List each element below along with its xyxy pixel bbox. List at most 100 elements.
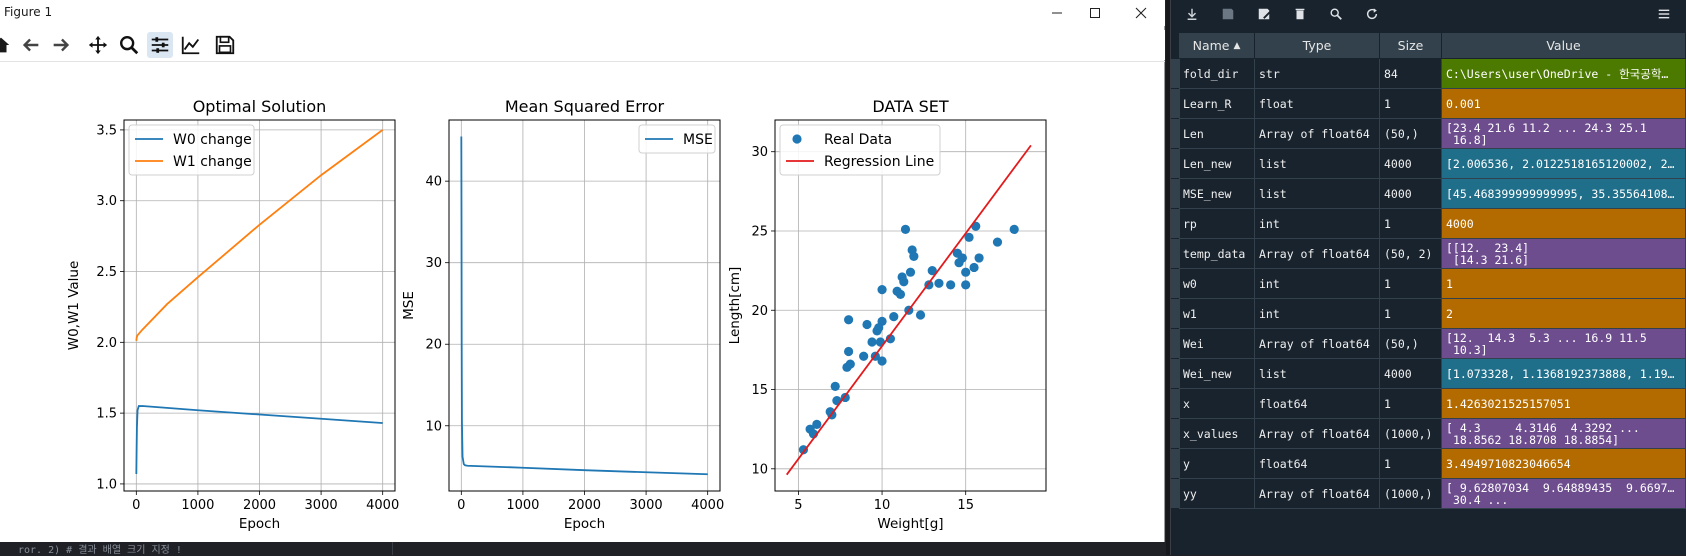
- chart-title: Mean Squared Error: [505, 97, 665, 116]
- column-header-type[interactable]: Type: [1255, 33, 1380, 58]
- row-header[interactable]: [1171, 179, 1180, 209]
- row-header[interactable]: [1171, 419, 1180, 449]
- row-header[interactable]: [1171, 59, 1180, 89]
- scatter-point: [899, 277, 909, 287]
- variable-row[interactable]: rp int 1 4000: [1171, 209, 1686, 239]
- scatter-point: [974, 253, 984, 263]
- row-header[interactable]: [1171, 359, 1180, 389]
- back-button[interactable]: [18, 32, 44, 58]
- column-header-value[interactable]: Value: [1442, 33, 1686, 58]
- pan-icon: [88, 35, 108, 55]
- remove-all-button[interactable]: [1289, 3, 1311, 25]
- save-data-button[interactable]: [1217, 3, 1239, 25]
- chart-title: DATA SET: [872, 97, 949, 116]
- variable-row[interactable]: Len_new list 4000 [2.006536, 2.012251816512…: [1171, 149, 1686, 179]
- row-header[interactable]: [1171, 119, 1180, 149]
- row-header[interactable]: [1171, 239, 1180, 269]
- legend-label: Regression Line: [824, 154, 934, 170]
- variable-type: list: [1255, 149, 1380, 179]
- row-header[interactable]: [1171, 389, 1180, 419]
- variable-type: Array of float64: [1255, 239, 1380, 269]
- toolbar-separator: [0, 61, 1165, 62]
- row-header[interactable]: [1171, 209, 1180, 239]
- variable-type: Array of float64: [1255, 479, 1380, 509]
- variable-size: 4000: [1380, 179, 1442, 209]
- variable-row[interactable]: temp_data Array of float64 (50, 2) [[12. 23…: [1171, 239, 1686, 269]
- x-tick-label: 4000: [366, 498, 399, 513]
- scatter-point: [889, 311, 899, 322]
- search-button[interactable]: [1325, 3, 1347, 25]
- maximize-button[interactable]: [1078, 0, 1112, 26]
- row-header[interactable]: [1171, 449, 1180, 479]
- column-header-size[interactable]: Size: [1380, 33, 1442, 58]
- variable-name: x: [1179, 389, 1255, 419]
- edit-axis-button[interactable]: [178, 32, 204, 58]
- variable-row[interactable]: Wei Array of float64 (50,) [12. 14.3 5.3 ..…: [1171, 329, 1686, 359]
- column-header-name[interactable]: Name ▲: [1179, 33, 1255, 58]
- series-line: [460, 136, 708, 476]
- variable-row[interactable]: w0 int 1 1: [1171, 269, 1686, 299]
- variable-value: [12. 14.3 5.3 ... 16.9 11.5 10.3]: [1442, 329, 1686, 359]
- row-header[interactable]: [1171, 149, 1180, 179]
- scatter-point: [895, 289, 906, 300]
- x-axis-label: Weight[g]: [877, 516, 943, 532]
- variable-row[interactable]: MSE_new list 4000 [45.468399999999995, 35.3…: [1171, 179, 1686, 209]
- row-header[interactable]: [1171, 89, 1180, 119]
- maximize-icon: [1090, 8, 1100, 18]
- scatter-point: [812, 419, 822, 430]
- variable-row[interactable]: y float64 1 3.4949710823046654: [1171, 449, 1686, 479]
- minimize-button[interactable]: [1040, 0, 1074, 26]
- row-header[interactable]: [1171, 299, 1180, 329]
- variable-value: 1: [1442, 269, 1686, 299]
- variable-value: C:\Users\user\OneDrive - 한국공학…: [1442, 59, 1686, 89]
- forward-button[interactable]: [48, 32, 74, 58]
- variable-row[interactable]: yy Array of float64 (1000,)[ 9.62807034 9.…: [1171, 479, 1686, 509]
- save-as-button[interactable]: [1253, 3, 1275, 25]
- variable-row[interactable]: Wei_new list 4000 [1.073328, 1.136819237388…: [1171, 359, 1686, 389]
- scatter-point: [927, 266, 937, 276]
- variable-row[interactable]: x_values Array of float64 (1000,)[ 4.3 4.3…: [1171, 419, 1686, 449]
- row-header[interactable]: [1171, 269, 1180, 299]
- row-header[interactable]: [1171, 479, 1180, 509]
- configure-subplots-button[interactable]: [147, 32, 173, 58]
- y-tick-label: 25: [751, 224, 768, 239]
- y-tick-label: 20: [425, 338, 442, 353]
- pan-button[interactable]: [85, 32, 111, 58]
- zoom-button[interactable]: [116, 32, 142, 58]
- x-tick-label: 10: [874, 498, 891, 513]
- scatter-point: [877, 285, 887, 295]
- x-tick-label: 3000: [630, 498, 663, 513]
- sort-ascending-icon: ▲: [1233, 40, 1241, 51]
- x-tick-label: 15: [957, 498, 974, 513]
- scatter-point: [862, 319, 872, 330]
- variable-name: w0: [1179, 269, 1255, 299]
- refresh-button[interactable]: [1361, 3, 1383, 25]
- navigation-toolbar: [0, 30, 1165, 60]
- import-data-button[interactable]: [1181, 3, 1203, 25]
- chart-2: 0 1000 2000 3000 4000 10 20 30 40 Mean Squared Er…: [401, 97, 724, 532]
- save-figure-button[interactable]: [212, 32, 238, 58]
- options-menu-button[interactable]: [1653, 3, 1675, 25]
- variable-size: 4000: [1380, 149, 1442, 179]
- scatter-point: [934, 278, 944, 288]
- variable-row[interactable]: fold_dir str 84 C:\Users\user\OneDrive - 한국…: [1171, 59, 1686, 89]
- home-button[interactable]: [0, 32, 14, 58]
- y-tick-label: 30: [425, 256, 442, 271]
- variable-name: rp: [1179, 209, 1255, 239]
- scatter-point: [961, 267, 971, 277]
- scatter-point: [954, 258, 964, 268]
- y-axis-label: Length[cm]: [727, 267, 743, 345]
- variable-row[interactable]: Learn_R float 1 0.001: [1171, 89, 1686, 119]
- close-button[interactable]: [1124, 0, 1158, 26]
- variable-name: Learn_R: [1179, 89, 1255, 119]
- scatter-point: [992, 237, 1003, 247]
- variable-row[interactable]: x float64 1 1.4263021525157051: [1171, 389, 1686, 419]
- row-header[interactable]: [1171, 329, 1180, 359]
- home-icon: [0, 37, 10, 53]
- variable-row[interactable]: Len Array of float64 (50,) [23.4 21.6 11.2 …: [1171, 119, 1686, 149]
- variable-row[interactable]: w1 int 1 2: [1171, 299, 1686, 329]
- variable-value: [23.4 21.6 11.2 ... 24.3 25.1 16.8]: [1442, 119, 1686, 149]
- variable-size: (1000,): [1380, 419, 1442, 449]
- scatter-point: [909, 251, 919, 261]
- axes-frame: [123, 119, 396, 492]
